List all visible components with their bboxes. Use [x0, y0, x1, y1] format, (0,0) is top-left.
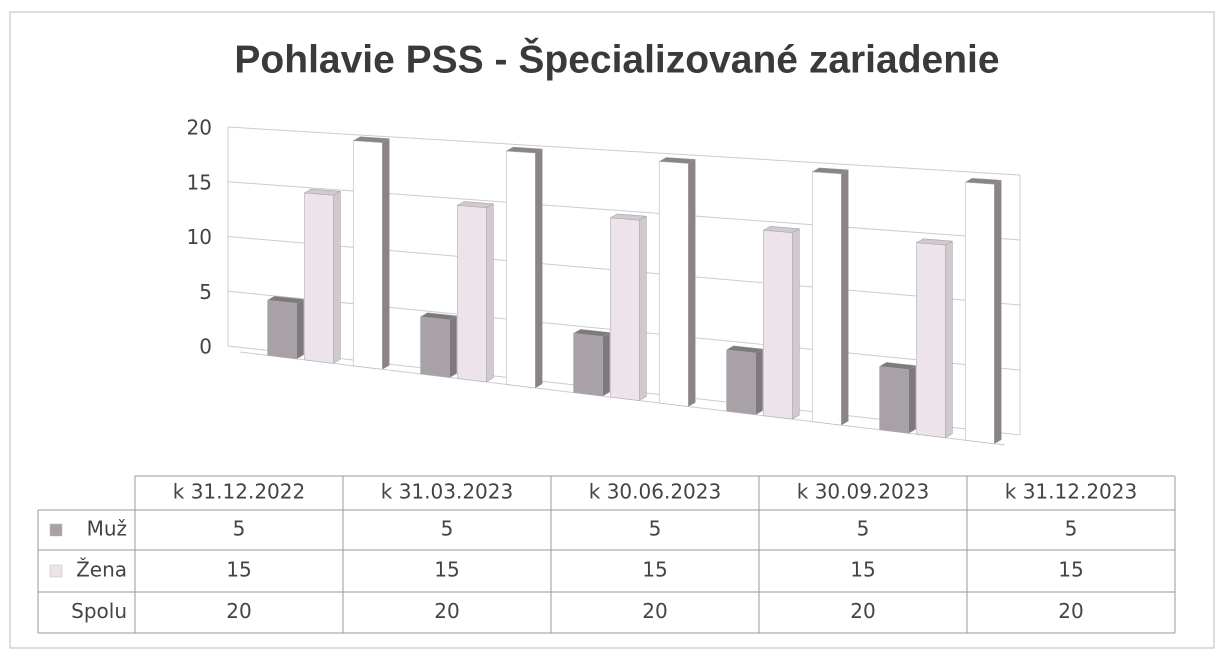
column-header: k 30.09.2023 — [797, 480, 929, 504]
bar — [573, 333, 603, 397]
table-value: 20 — [434, 599, 459, 623]
bar — [267, 299, 297, 360]
legend-key — [49, 523, 63, 537]
bar — [610, 217, 640, 401]
bar — [420, 316, 450, 378]
table-value: 20 — [1058, 599, 1083, 623]
row-header: Žena — [76, 558, 127, 582]
bar-side — [639, 215, 647, 401]
table-value: 5 — [649, 517, 662, 541]
bar — [763, 230, 793, 420]
bar-side — [333, 190, 341, 364]
bar-side — [841, 169, 849, 426]
bar-side — [792, 228, 800, 420]
y-tick-label: 15 — [187, 170, 212, 194]
y-tick-label: 10 — [187, 225, 212, 249]
bar-side — [755, 348, 763, 416]
bar-side — [449, 315, 457, 378]
bar — [304, 192, 334, 364]
table-value: 5 — [441, 517, 454, 541]
bar — [726, 349, 756, 415]
table-value: 15 — [850, 558, 875, 582]
column-header: k 30.06.2023 — [589, 480, 721, 504]
bar-side — [945, 240, 953, 439]
table-value: 5 — [233, 517, 246, 541]
y-tick-label: 0 — [199, 335, 212, 359]
table-value: 15 — [642, 558, 667, 582]
y-tick-label: 20 — [187, 116, 212, 140]
table-value: 20 — [642, 599, 667, 623]
row-header: Muž — [87, 517, 127, 541]
bar — [964, 182, 995, 444]
grid-line — [227, 126, 1021, 176]
bar — [352, 140, 383, 370]
bar-side — [688, 159, 696, 407]
table-value: 15 — [434, 558, 459, 582]
legend-key — [49, 564, 63, 578]
bar — [457, 205, 487, 383]
y-tick-label: 5 — [199, 280, 212, 304]
chart-title: Pohlavie PSS - Špecializované zariadenie — [234, 36, 999, 81]
table-value: 15 — [226, 558, 251, 582]
row-header: Spolu — [71, 599, 127, 623]
column-header: k 31.12.2022 — [173, 480, 305, 504]
bar — [505, 150, 536, 389]
table-value: 5 — [857, 517, 870, 541]
bar-side — [382, 138, 390, 370]
bar — [811, 171, 842, 426]
bar-side — [908, 365, 916, 434]
bar-side — [602, 332, 610, 397]
bar — [658, 161, 689, 407]
bar-side — [994, 179, 1002, 445]
bars — [266, 136, 1003, 445]
table-value: 20 — [850, 599, 875, 623]
table-value: 15 — [1058, 558, 1083, 582]
bar — [916, 242, 946, 439]
column-header: k 31.03.2023 — [381, 480, 513, 504]
table-value: 5 — [1065, 517, 1078, 541]
column-header: k 31.12.2023 — [1005, 480, 1137, 504]
bar-side — [486, 203, 494, 383]
table-value: 20 — [226, 599, 251, 623]
data-table: k 31.12.2022 k 31.03.2023 k 30.06.2023 k 30… — [37, 475, 1176, 634]
bar — [879, 366, 909, 434]
bar-side — [535, 148, 543, 389]
bar-side — [296, 298, 304, 360]
